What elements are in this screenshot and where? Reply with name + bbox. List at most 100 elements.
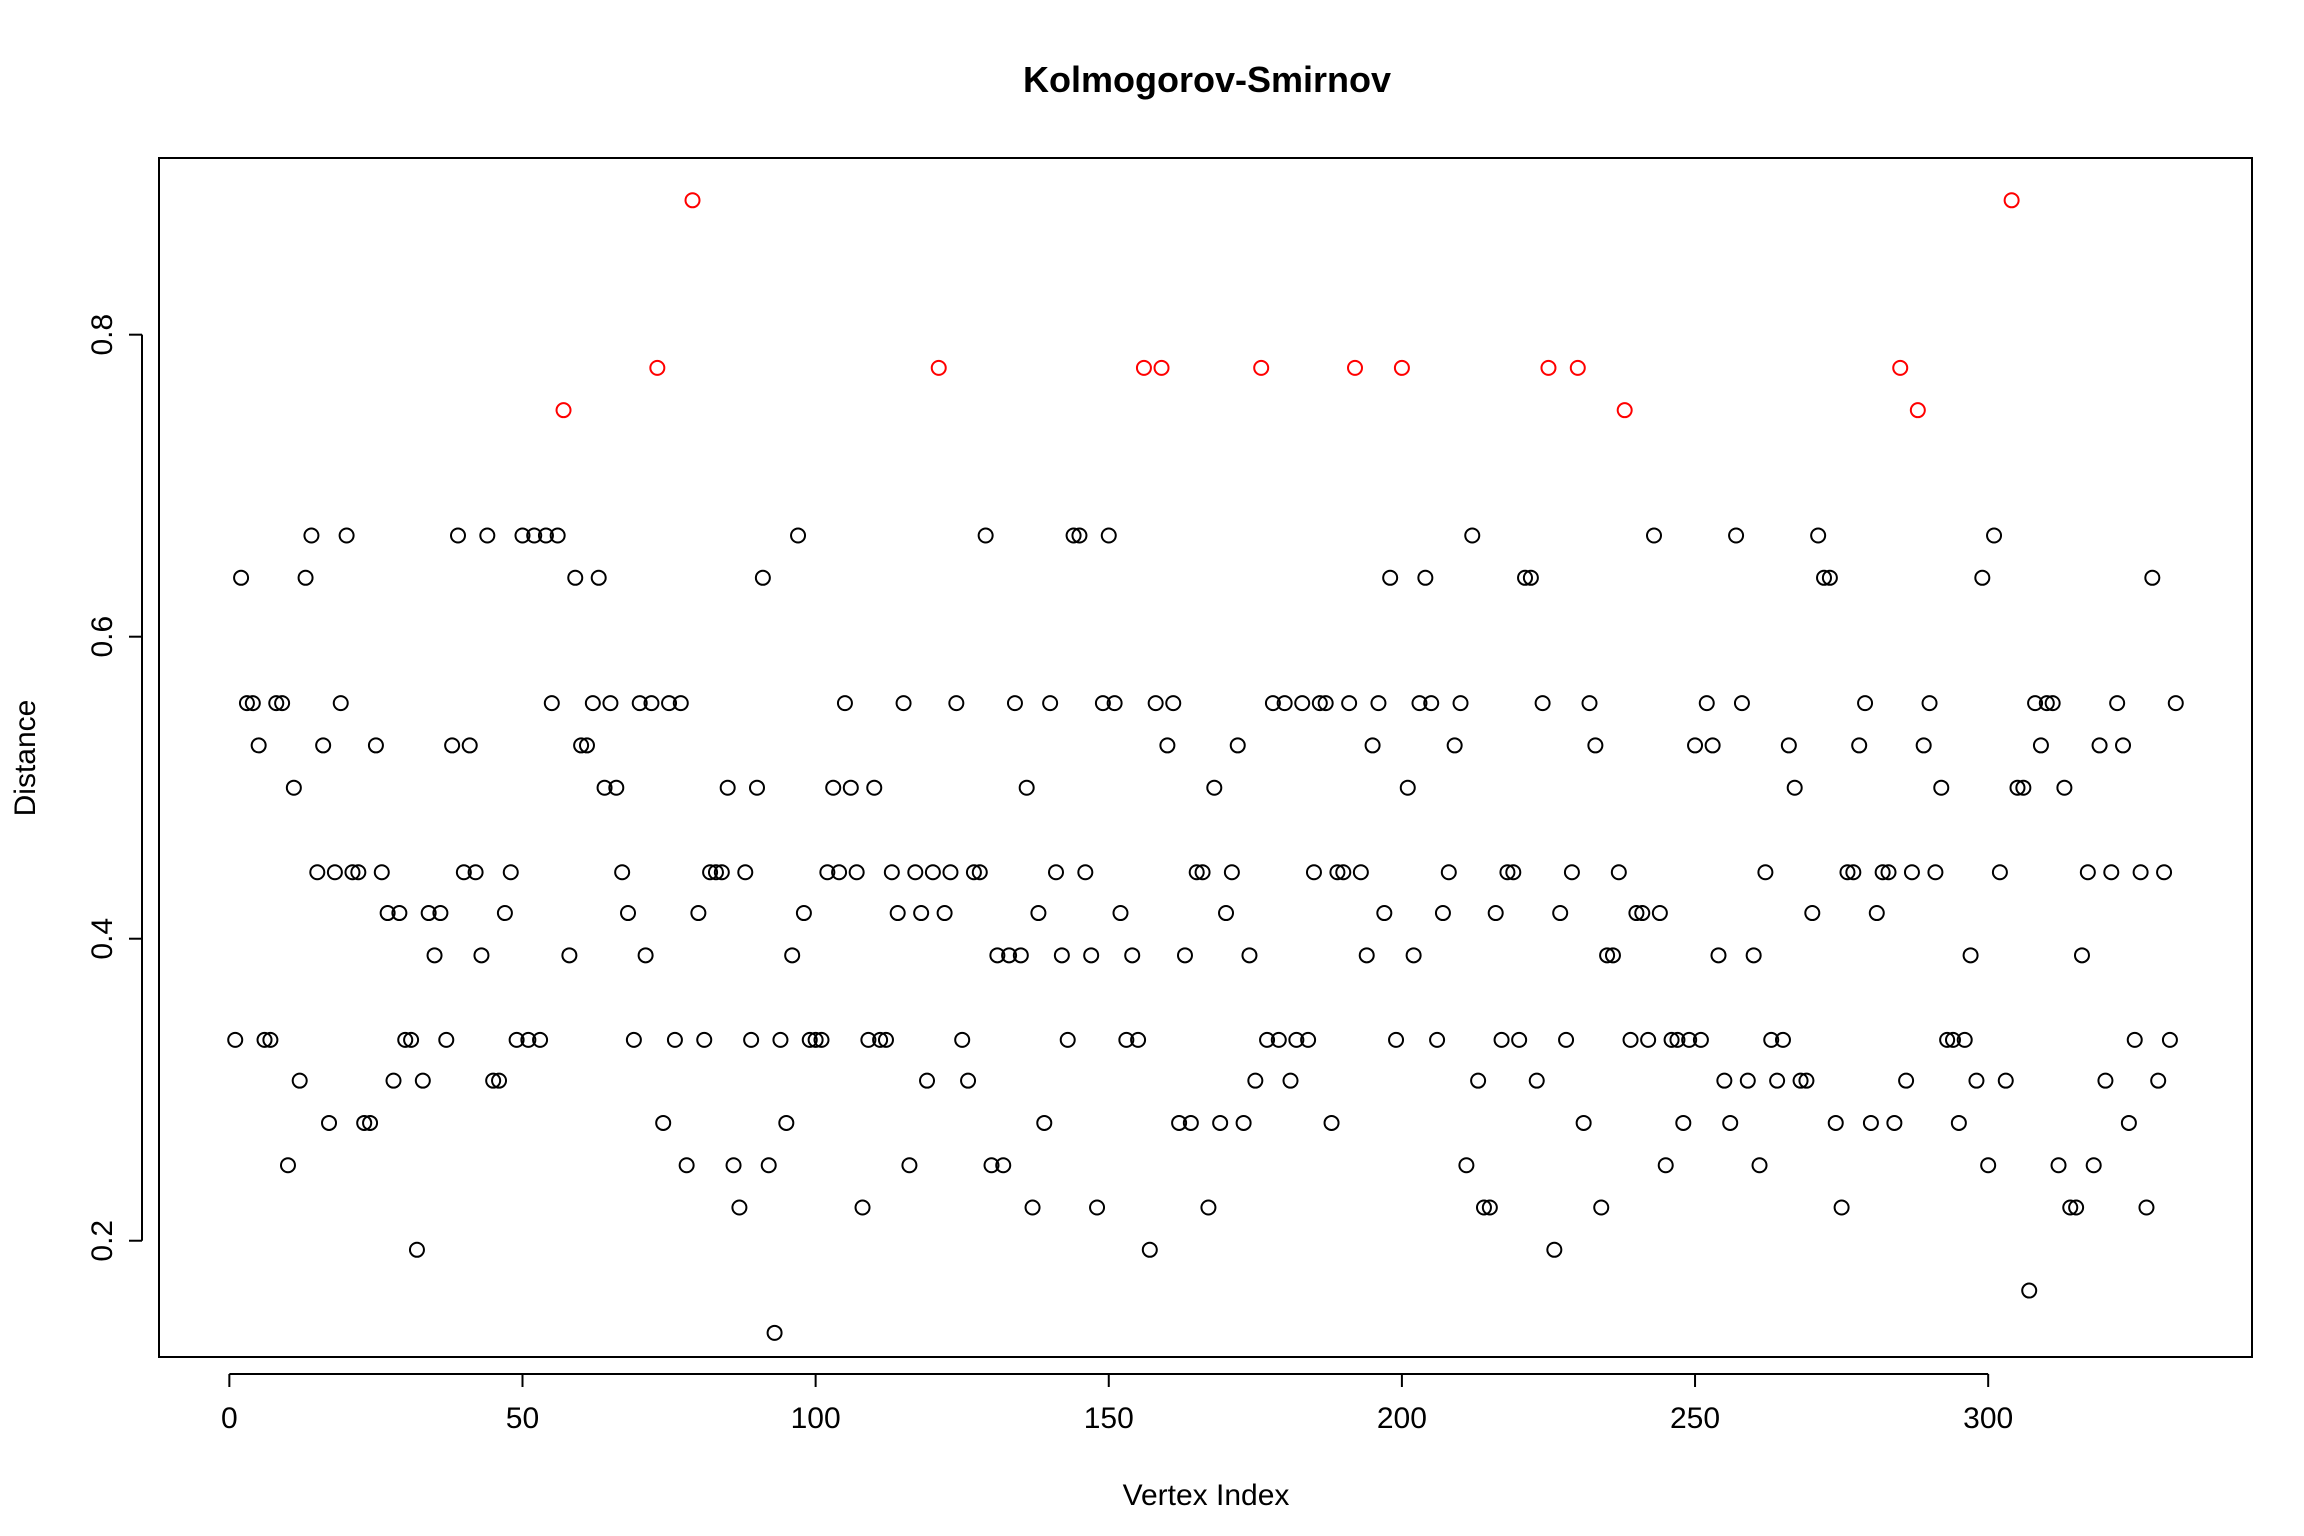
data-point [1552,905,1569,922]
data-point [227,1031,244,1048]
data-point-highlighted [1393,359,1410,376]
data-point [1294,695,1311,712]
data-point [831,864,848,881]
data-point [1733,695,1750,712]
y-axis: 0.2 0.4 0.6 0.8 [86,314,143,1262]
data-point [895,695,912,712]
data-point [1640,1031,1657,1048]
data-point [872,1031,889,1048]
data-point [1575,1114,1592,1131]
data-point [438,1031,455,1048]
data-point [2009,779,2026,796]
data-point [467,864,484,881]
data-point [244,695,261,712]
data-point [1898,1072,1915,1089]
data-point [303,527,320,544]
data-point [1528,1072,1545,1089]
data-point [1194,864,1211,881]
data-point [1804,905,1821,922]
data-point [1997,1072,2014,1089]
data-point [936,905,953,922]
data-point [537,527,554,544]
data-point [2115,737,2132,754]
data-point [614,864,631,881]
data-point [1171,1114,1188,1131]
data-point-highlighted [1616,402,1633,419]
data-point [2079,864,2096,881]
data-point [977,527,994,544]
data-point [1059,1031,1076,1048]
data-point [1704,737,1721,754]
data-point [731,1199,748,1216]
data-point [707,864,724,881]
data-point [743,1031,760,1048]
data-point [772,1031,789,1048]
data-point [2138,1199,2155,1216]
data-point [567,569,584,586]
data-point [1921,695,1938,712]
data-point [1018,779,1035,796]
data-point [397,1031,414,1048]
data-point [1317,695,1334,712]
data-point [2021,1282,2038,1299]
data-point [262,1031,279,1048]
x-tick-label: 250 [1670,1402,1720,1435]
data-point [1874,864,1891,881]
data-point [233,569,250,586]
data-point [1423,695,1440,712]
data-point [901,1157,918,1174]
data-point [2073,947,2090,964]
data-point [1692,1031,1709,1048]
data-point [1857,695,1874,712]
x-tick-label: 50 [506,1402,539,1435]
data-point [2150,1072,2167,1089]
data-point [1634,905,1651,922]
data-point [1821,569,1838,586]
data-point [385,1072,402,1089]
data-point [1493,1031,1510,1048]
data-point [1241,947,1258,964]
data-point [1816,569,1833,586]
data-point [625,1031,642,1048]
data-point [491,1072,508,1089]
data-point [1517,569,1534,586]
data-point [1305,864,1322,881]
data-point [496,905,513,922]
data-point [250,737,267,754]
data-point [420,905,437,922]
data-point [813,1031,830,1048]
data-point [344,864,361,881]
data-point [1980,1157,1997,1174]
data-point [379,905,396,922]
data-point [825,779,842,796]
data-point [279,1157,296,1174]
data-point [965,864,982,881]
data-point [2109,695,2126,712]
data-point [1036,1114,1053,1131]
data-point [737,864,754,881]
data-point [1352,864,1369,881]
data-point [1681,1031,1698,1048]
data-point [514,527,531,544]
data-point [913,905,930,922]
data-point [602,695,619,712]
data-point [889,905,906,922]
data-point [1757,864,1774,881]
data-point-highlighted [1892,359,1909,376]
data-point [942,864,959,881]
y-axis-label: Distance [9,700,42,817]
data-point [2120,1114,2137,1131]
data-point [1915,737,1932,754]
data-point [1276,695,1293,712]
data-point [1188,864,1205,881]
data-point [479,527,496,544]
x-tick-label: 300 [1963,1402,2013,1435]
data-point [1546,1241,1563,1258]
data-point-highlighted [684,192,701,209]
data-point [450,527,466,544]
data-point [1950,1114,1967,1131]
data-point [1434,905,1451,922]
data-point [1399,779,1416,796]
data-point [309,864,326,881]
